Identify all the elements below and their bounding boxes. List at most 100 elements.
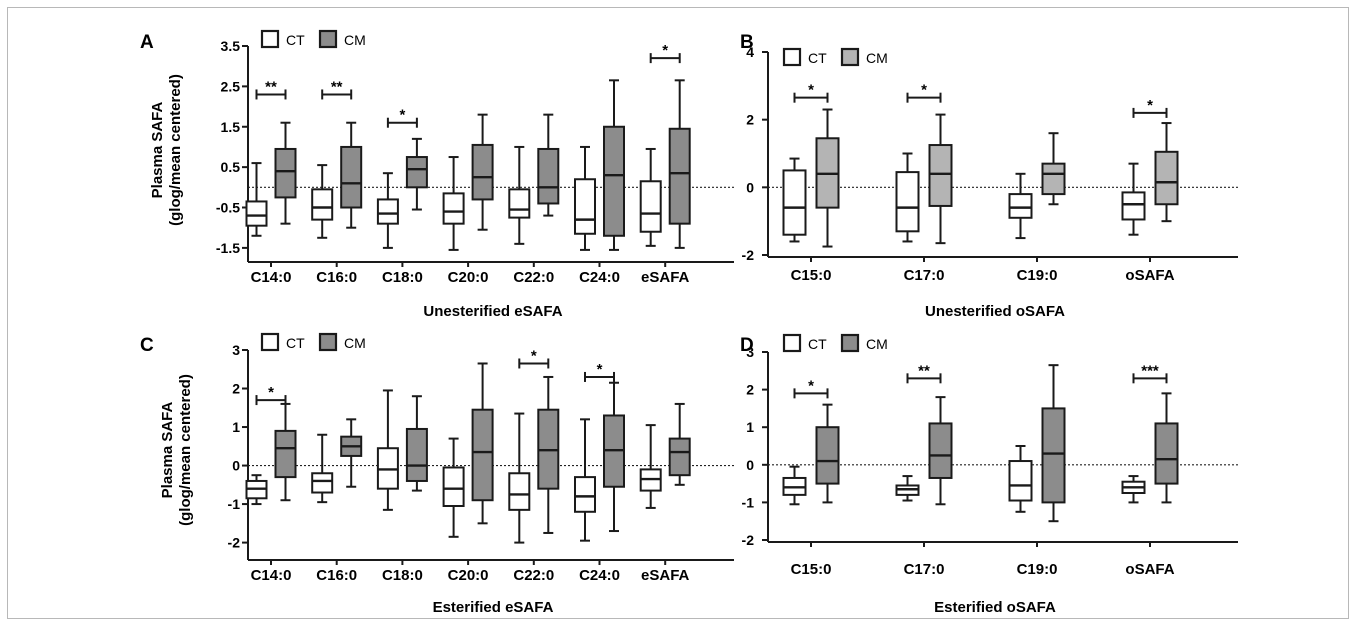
y-axis-label: Plasma SAFA xyxy=(159,401,176,498)
box-cm-c18-0 xyxy=(405,395,428,492)
x-tick-label: eSAFA xyxy=(641,567,690,584)
box-cm-c19-0 xyxy=(1041,364,1066,523)
x-tick-label: C22:0 xyxy=(513,269,554,286)
panel-d: D3 2 1 0 -1 -2 CT CM C15:0 * C17:0 ** C19:0 oSAFA *** E… xyxy=(740,333,1238,616)
x-tick-label: C16:0 xyxy=(316,269,357,286)
significance-marker: * xyxy=(1132,97,1168,118)
panel-letter: C xyxy=(140,335,154,356)
x-tick-label: C17:0 xyxy=(904,561,945,578)
box-iqr xyxy=(928,144,953,207)
y-tick-label: 1.5 xyxy=(221,119,241,135)
legend-swatch-ct xyxy=(260,29,280,49)
x-tick-label: C16:0 xyxy=(316,567,357,584)
x-tick-label: C22:0 xyxy=(513,567,554,584)
significance-marker: * xyxy=(649,42,681,64)
legend-swatch-ct xyxy=(782,47,802,67)
significance-marker: * xyxy=(584,361,615,382)
box-ct-c17-0 xyxy=(895,475,920,502)
legend-swatch-ct xyxy=(260,332,280,352)
legend-label-ct: CT xyxy=(286,335,305,351)
y-tick-label: -1.5 xyxy=(216,240,240,256)
box-cm-c16-0 xyxy=(340,121,363,229)
panel-letter: A xyxy=(140,32,154,53)
panel-letter: B xyxy=(740,32,754,53)
box-iqr xyxy=(574,178,596,235)
x-axis-label: Unesterified oSAFA xyxy=(925,303,1065,320)
x-tick-label: oSAFA xyxy=(1125,267,1174,284)
y-tick-label: 0.5 xyxy=(221,159,241,175)
x-axis-label: Esterified eSAFA xyxy=(433,599,554,616)
box-iqr xyxy=(442,466,465,507)
box-ct-osafa xyxy=(1121,162,1146,236)
legend-swatch-cm xyxy=(840,333,860,353)
box-iqr xyxy=(508,472,531,511)
significance-marker: * xyxy=(518,347,550,369)
legend-label-cm: CM xyxy=(866,336,888,352)
y-tick-label: 2 xyxy=(746,382,754,398)
box-ct-c24-0 xyxy=(574,418,596,542)
box-iqr xyxy=(376,198,399,225)
box-iqr xyxy=(274,429,297,479)
box-iqr xyxy=(245,200,268,227)
box-ct-esafa xyxy=(639,424,662,509)
y-tick-label: 0 xyxy=(232,458,240,474)
box-iqr xyxy=(405,427,428,482)
y-tick-label: 3 xyxy=(232,342,240,358)
box-ct-c19-0 xyxy=(1008,445,1033,513)
box-ct-c14-0 xyxy=(245,162,268,237)
box-ct-c22-0 xyxy=(508,412,531,544)
significance-label: ** xyxy=(331,78,343,95)
box-iqr xyxy=(603,125,625,237)
x-tick-label: C18:0 xyxy=(382,269,423,286)
x-tick-label: C17:0 xyxy=(904,267,945,284)
box-iqr xyxy=(1041,407,1066,504)
x-tick-label: oSAFA xyxy=(1125,561,1174,578)
box-iqr xyxy=(895,171,920,233)
figure-frame xyxy=(7,7,1349,619)
significance-label: * xyxy=(662,42,668,59)
box-iqr xyxy=(1041,162,1066,196)
x-axis-label: Unesterified eSAFA xyxy=(423,303,562,320)
box-cm-c17-0 xyxy=(928,396,953,506)
legend: CT CM xyxy=(782,333,888,353)
x-tick-label: C15:0 xyxy=(791,267,832,284)
y-axis-label: (glog/mean centered) xyxy=(167,74,184,226)
y-axis-label: Plasma SAFA xyxy=(149,101,166,198)
x-tick-label: C20:0 xyxy=(448,269,489,286)
box-cm-c22-0 xyxy=(537,375,560,534)
significance-label: * xyxy=(531,347,537,364)
box-cm-c14-0 xyxy=(274,402,297,502)
y-tick-label: -1 xyxy=(742,494,755,510)
panel-c: C 3 2 1 0 -1 -2 Plasma SAFA (glog/mean centered)… xyxy=(140,332,734,616)
x-tick-label: C19:0 xyxy=(1017,267,1058,284)
box-iqr xyxy=(340,145,363,209)
panel-a: A 3.5 2.5 1.5 0.5 -0.5 -1.5 Plasma SAFA (glog/me… xyxy=(140,29,734,320)
box-cm-c20-0 xyxy=(471,362,494,525)
box-ct-c20-0 xyxy=(442,156,465,251)
box-ct-c16-0 xyxy=(311,164,334,239)
box-iqr xyxy=(668,127,691,225)
significance-label: * xyxy=(399,107,405,124)
box-iqr xyxy=(928,422,953,479)
box-iqr xyxy=(1121,191,1146,221)
box-cm-esafa xyxy=(668,79,691,249)
legend-swatch-ct xyxy=(782,333,802,353)
legend-label-cm: CM xyxy=(866,50,888,66)
box-iqr xyxy=(1154,422,1179,485)
significance-marker: ** xyxy=(321,78,353,100)
significance-marker: ** xyxy=(906,362,942,384)
significance-label: * xyxy=(808,377,814,394)
box-ct-c20-0 xyxy=(442,437,465,538)
box-ct-c22-0 xyxy=(508,145,531,245)
panel-b: B4 2 0 -2 CT CM C15:0 * C17:0 * C19:0 oSAFA * Unester… xyxy=(740,32,1238,320)
y-tick-label: 1 xyxy=(232,419,240,435)
box-cm-c16-0 xyxy=(340,418,363,488)
legend-label-cm: CM xyxy=(344,335,366,351)
significance-label: * xyxy=(597,361,603,378)
y-tick-label: 3.5 xyxy=(221,38,241,54)
significance-marker: ** xyxy=(255,78,287,100)
significance-label: *** xyxy=(1141,362,1159,379)
significance-label: * xyxy=(808,82,814,99)
y-tick-label: -1 xyxy=(228,496,241,512)
y-tick-label: 2 xyxy=(746,112,754,128)
